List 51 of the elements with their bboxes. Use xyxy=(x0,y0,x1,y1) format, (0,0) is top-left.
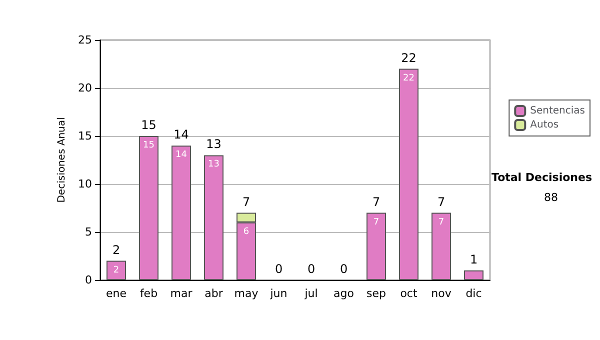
x-tick-label: ago xyxy=(334,287,354,300)
data-label: 6 xyxy=(243,226,250,237)
x-tick-label: feb xyxy=(140,287,158,300)
legend-label: Sentencias xyxy=(530,106,586,116)
data-label: 7 xyxy=(438,217,444,228)
text: Total Decisiones xyxy=(492,171,592,184)
bar xyxy=(204,155,224,280)
text: 88 xyxy=(544,191,558,204)
data-label: 7 xyxy=(373,217,380,228)
bar xyxy=(366,212,386,280)
x-tick-label: abr xyxy=(204,287,224,300)
x-tick-label: may xyxy=(234,287,259,300)
total-label: 0 xyxy=(274,262,283,276)
total-label: 7 xyxy=(372,194,380,209)
y-tick-label: 15 xyxy=(78,130,92,142)
total-label: 13 xyxy=(206,137,222,152)
bar xyxy=(139,136,158,280)
data-label: 14 xyxy=(176,150,188,160)
x-tick-label: jul xyxy=(304,287,318,300)
x-tick-label: oct xyxy=(400,287,418,300)
x-tick-label: nov xyxy=(431,287,452,300)
data-label: 15 xyxy=(143,140,154,150)
total-label: 7 xyxy=(242,194,250,209)
y-axis-title: Decisiones Anual xyxy=(56,117,68,203)
total-label: 2 xyxy=(112,242,120,257)
bar xyxy=(172,146,191,280)
bar xyxy=(432,212,451,280)
total-label: 0 xyxy=(307,262,316,276)
data-label: 2 xyxy=(113,265,120,276)
x-tick-label: dic xyxy=(466,287,482,300)
x-tick-label: ene xyxy=(106,287,127,300)
data-label: 13 xyxy=(208,160,220,170)
x-tick-label: mar xyxy=(170,287,193,300)
legend-label: Autos xyxy=(530,120,559,130)
total-label: 14 xyxy=(174,128,189,142)
total-label: 7 xyxy=(437,194,446,209)
y-tick-label: 25 xyxy=(78,34,92,46)
total-label: 22 xyxy=(401,50,416,65)
x-tick-label: sep xyxy=(366,287,386,300)
data-label: 22 xyxy=(403,73,414,84)
bar xyxy=(399,68,418,280)
y-tick-label: 0 xyxy=(85,274,92,286)
bar xyxy=(106,260,126,280)
y-tick-label: 20 xyxy=(78,82,92,94)
total-label: 15 xyxy=(141,118,156,132)
y-tick-label: 5 xyxy=(85,226,92,238)
y-tick-label: 10 xyxy=(78,178,92,190)
bar xyxy=(464,270,484,280)
total-label: 0 xyxy=(340,262,348,276)
x-tick-label: jun xyxy=(269,287,288,300)
total-label: 1 xyxy=(470,252,478,266)
